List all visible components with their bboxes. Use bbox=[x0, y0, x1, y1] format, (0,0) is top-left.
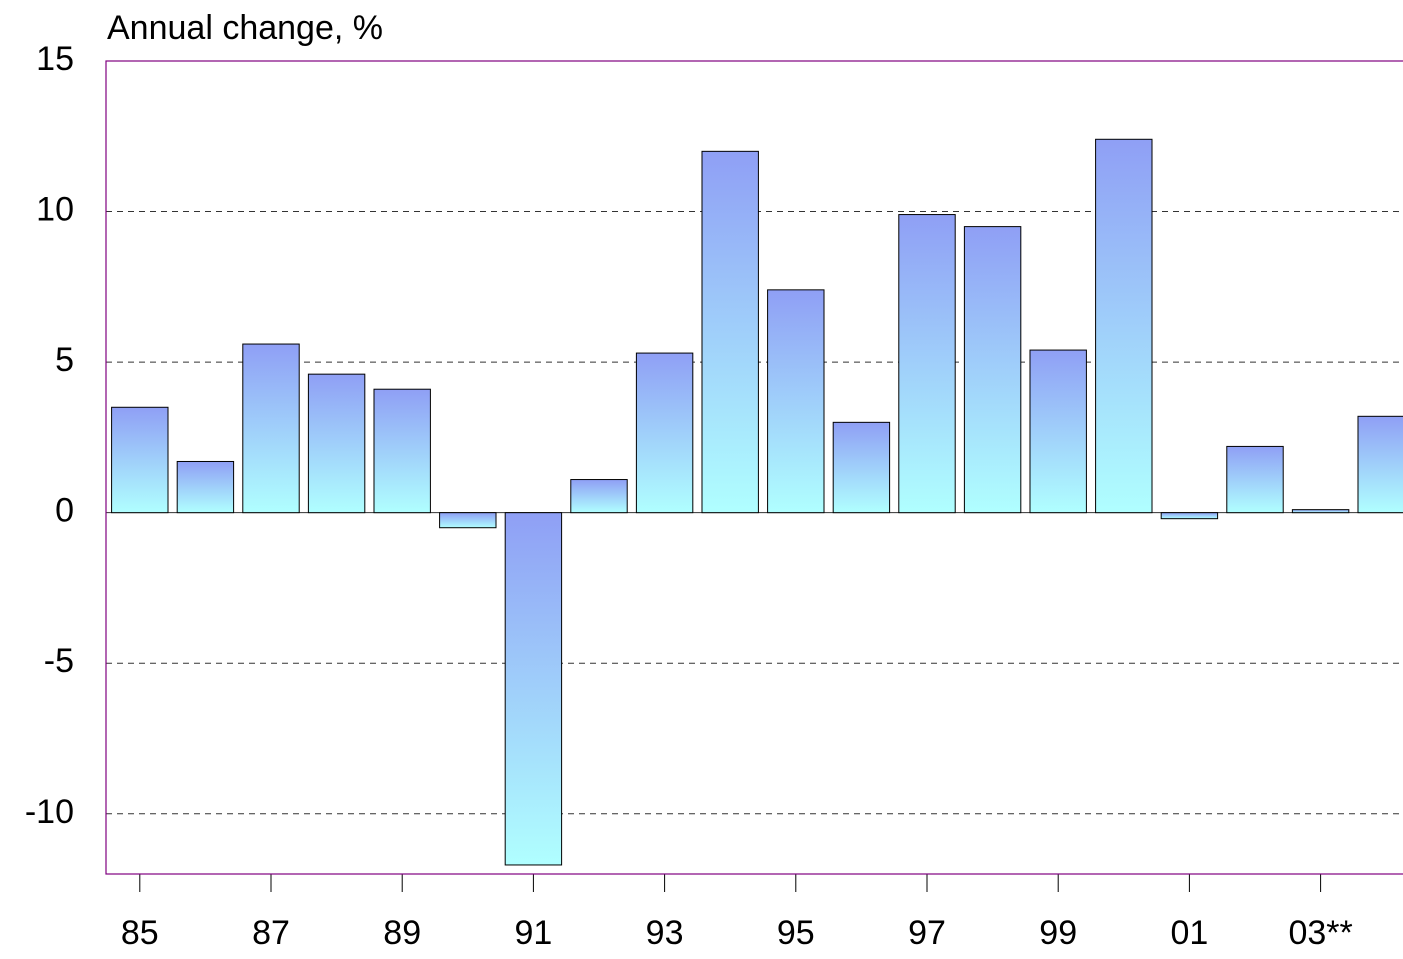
x-tick-label: 01 bbox=[1170, 914, 1208, 952]
y-tick-label: 5 bbox=[55, 341, 74, 379]
y-tick-label: -5 bbox=[44, 642, 74, 680]
x-tick-label: 99 bbox=[1039, 914, 1077, 952]
plot-frame bbox=[105, 60, 1403, 875]
x-tick-label: 95 bbox=[777, 914, 815, 952]
bar bbox=[767, 289, 825, 514]
y-tick-label: 15 bbox=[36, 40, 74, 78]
x-tick-label: 91 bbox=[514, 914, 552, 952]
x-tick-label: 03** bbox=[1288, 914, 1352, 952]
x-tick-label: 93 bbox=[646, 914, 684, 952]
x-tick-label: 97 bbox=[908, 914, 946, 952]
bar bbox=[1160, 512, 1219, 520]
x-tick-label: 87 bbox=[252, 914, 290, 952]
bar bbox=[701, 150, 759, 514]
bar bbox=[1029, 349, 1087, 514]
bar bbox=[504, 512, 563, 866]
y-tick-label: 10 bbox=[36, 191, 74, 229]
bar bbox=[832, 421, 891, 514]
bar bbox=[307, 373, 366, 514]
bar bbox=[898, 214, 956, 514]
x-tick-label: 89 bbox=[383, 914, 421, 952]
bar bbox=[1357, 415, 1403, 514]
bar bbox=[1095, 138, 1153, 514]
x-tick-label: 85 bbox=[121, 914, 159, 952]
y-tick-label: -10 bbox=[25, 793, 74, 831]
bar bbox=[111, 406, 169, 514]
bar bbox=[439, 512, 497, 529]
bar bbox=[570, 479, 628, 514]
bar bbox=[1226, 445, 1284, 514]
plot-area bbox=[106, 138, 1403, 866]
bar bbox=[1291, 509, 1350, 514]
bar bbox=[176, 460, 235, 514]
bar bbox=[242, 343, 300, 514]
bar bbox=[635, 352, 694, 514]
bar bbox=[373, 388, 431, 514]
bar bbox=[963, 226, 1022, 514]
chart-title: Annual change, % bbox=[107, 9, 383, 47]
y-tick-label: 0 bbox=[55, 492, 74, 530]
